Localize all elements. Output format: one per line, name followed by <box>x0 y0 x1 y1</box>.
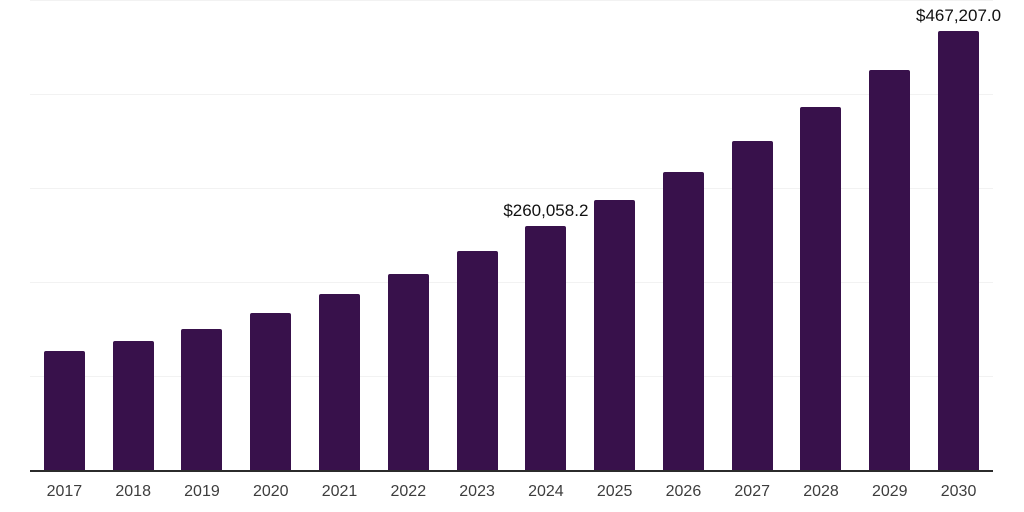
bar-slot-2028 <box>787 0 856 470</box>
bar-2024[interactable]: $260,058.2 <box>503 201 588 470</box>
bar-slot-2030: $467,207.0 <box>916 0 1001 470</box>
x-tick-2017: 2017 <box>46 483 83 500</box>
x-tick-2030: 2030 <box>940 483 977 500</box>
bar-2022[interactable] <box>387 274 429 470</box>
bar-slot-2023 <box>443 0 512 470</box>
bar-2019[interactable] <box>181 329 223 470</box>
bar-slot-2019 <box>168 0 237 470</box>
gridline-500000 <box>30 0 993 1</box>
x-tick-2018: 2018 <box>115 483 151 500</box>
value-label-2030: $467,207.0 <box>916 6 1002 25</box>
bar-slot-2020 <box>236 0 305 470</box>
x-tick-2019: 2019 <box>184 483 220 500</box>
gridline-100000 <box>30 376 993 377</box>
plot-area: $260,058.2 $467,207.0 <box>30 0 1001 470</box>
bar-slot-2029 <box>855 0 924 470</box>
bars-row: $260,058.2 $467,207.0 <box>30 0 1001 470</box>
bar-slot-2017 <box>30 0 99 470</box>
bar-2025[interactable] <box>594 200 636 470</box>
bar-slot-2026 <box>649 0 718 470</box>
bar-slot-2021 <box>305 0 374 470</box>
bar-2030[interactable]: $467,207.0 <box>916 6 1001 470</box>
x-axis-line <box>30 470 993 472</box>
bar-2023[interactable] <box>456 251 498 470</box>
x-axis-labels: 2017 2018 2019 2020 2021 2022 2023 2024 2025 2026… <box>30 483 993 501</box>
value-label-2024: $260,058.2 <box>503 201 589 220</box>
bar-slot-2024: $260,058.2 <box>503 0 588 470</box>
x-tick-2028: 2028 <box>803 483 839 500</box>
gridline-200000 <box>30 282 993 283</box>
x-tick-2020: 2020 <box>252 483 289 500</box>
x-tick-2027: 2027 <box>734 483 770 500</box>
x-tick-2024: 2024 <box>528 483 564 500</box>
bar-slot-2027 <box>718 0 787 470</box>
bar-2027[interactable] <box>731 141 773 470</box>
gridline-400000 <box>30 94 993 95</box>
x-tick-2025: 2025 <box>596 483 633 500</box>
gridline-300000 <box>30 188 993 189</box>
bar-slot-2022 <box>374 0 443 470</box>
x-tick-2029: 2029 <box>871 483 908 500</box>
bar-2017[interactable] <box>43 351 85 470</box>
bar-2018[interactable] <box>112 341 154 470</box>
bar-slot-2025 <box>580 0 649 470</box>
bar-2029[interactable] <box>869 70 911 470</box>
bar-2026[interactable] <box>662 172 704 470</box>
bar-2028[interactable] <box>800 107 842 470</box>
x-tick-2022: 2022 <box>390 483 427 500</box>
bar-2020[interactable] <box>250 313 292 470</box>
x-tick-2021: 2021 <box>321 483 358 500</box>
bar-2021[interactable] <box>319 294 361 470</box>
bar-slot-2018 <box>99 0 168 470</box>
x-tick-2026: 2026 <box>665 483 702 500</box>
x-tick-2023: 2023 <box>459 483 495 500</box>
